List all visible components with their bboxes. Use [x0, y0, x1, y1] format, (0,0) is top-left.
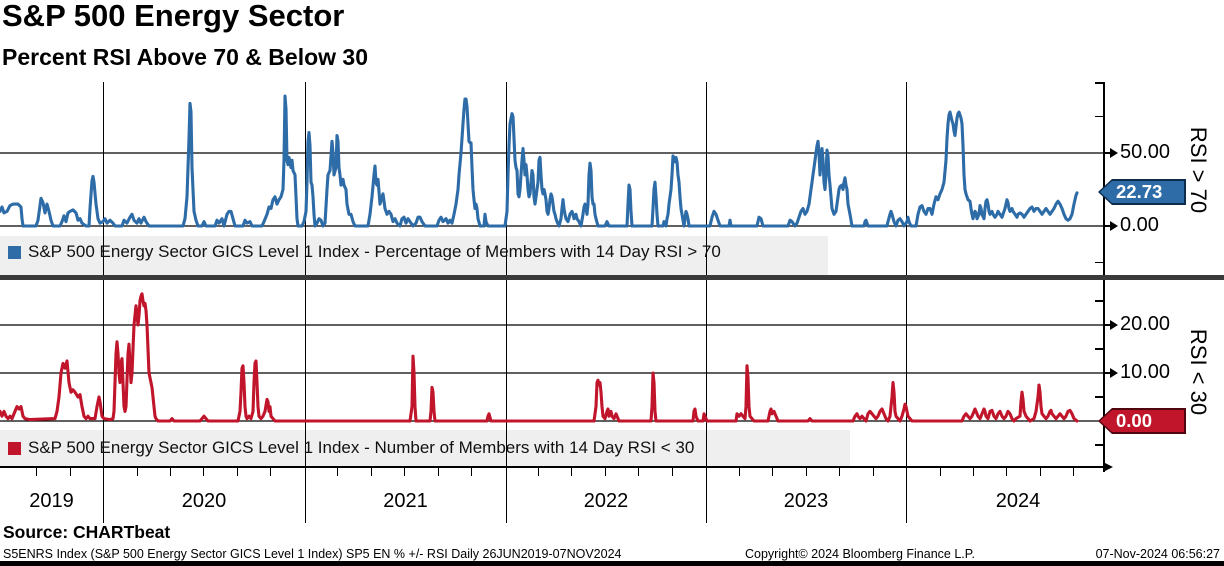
x-year-tick [103, 468, 104, 523]
page-subtitle: Percent RSI Above 70 & Below 30 [2, 44, 369, 70]
v-gridline [305, 82, 306, 275]
x-minor-tick [604, 468, 606, 476]
bottom-legend-background [0, 430, 850, 467]
y-tick-arrow-icon [1110, 221, 1118, 231]
x-minor-tick [370, 468, 372, 476]
x-minor-tick [337, 468, 339, 476]
x-minor-tick [404, 468, 406, 476]
rsi-above-70-plot [0, 94, 1103, 228]
x-year-tick [706, 468, 707, 523]
rsi-above-70-line [0, 94, 1079, 228]
x-minor-tick [973, 468, 974, 476]
top-legend: S&P 500 Energy Sector GICS Level 1 Index… [0, 238, 721, 266]
x-year-tick [305, 468, 306, 523]
y-tick-label: 20.00 [1120, 313, 1171, 335]
top-axis-title: RSI > 70 [1186, 126, 1211, 214]
top-legend-background [0, 236, 828, 275]
x-year-tick [506, 468, 507, 523]
x-minor-tick [738, 468, 740, 476]
x-minor-tick [839, 468, 841, 476]
rsi-below-30-line [0, 292, 1079, 423]
x-minor-tick [1039, 468, 1041, 476]
source-line: Source: CHARTbeat [3, 522, 171, 542]
y-tick [1103, 324, 1112, 326]
x-axis-year-label: 2024 [995, 490, 1041, 512]
x-minor-tick [270, 468, 272, 476]
y-tick [1103, 225, 1112, 227]
x-minor-tick [772, 468, 774, 476]
y-minor-tick [1095, 115, 1103, 118]
footer-timestamp: 07-Nov-2024 06:56:27 [1095, 547, 1220, 561]
y-tick-label: 10.00 [1120, 361, 1171, 383]
bottom-black-bar [0, 561, 1224, 566]
v-gridline [103, 82, 104, 275]
y-tick [1103, 152, 1112, 154]
page-title: S&P 500 Energy Sector [2, 0, 345, 33]
x-minor-tick [437, 468, 439, 476]
x-axis-line [0, 466, 1103, 468]
last-value-top: 22.73 [1116, 181, 1163, 202]
y-minor-tick [1095, 444, 1103, 446]
last-value-bottom: 0.00 [1116, 410, 1153, 431]
rsi-below-30-plot [0, 292, 1103, 423]
blue-series-swatch-icon [8, 245, 21, 259]
x-minor-tick [1006, 468, 1008, 476]
x-minor-tick [671, 468, 673, 476]
bottom-legend: S&P 500 Energy Sector GICS Level 1 Index… [0, 434, 694, 462]
top-axis-cap-tick [1095, 82, 1105, 84]
x-minor-tick [939, 468, 941, 476]
footer-ticker-info: S5ENRS Index (S&P 500 Energy Sector GICS… [3, 547, 622, 561]
x-minor-tick [1073, 468, 1075, 476]
x-axis-year-label: 2022 [583, 490, 629, 512]
y-tick [1103, 372, 1112, 374]
y-tick-label: 50.00 [1120, 141, 1171, 163]
y-tick-arrow-icon [1110, 148, 1118, 158]
x-minor-tick [169, 468, 171, 476]
x-minor-tick [638, 468, 640, 476]
x-minor-tick [872, 468, 874, 476]
y-minor-tick [1095, 396, 1103, 398]
y-tick-arrow-icon [1110, 320, 1118, 330]
x-minor-tick [538, 468, 539, 476]
y-minor-tick [1095, 261, 1103, 264]
x-axis-year-label: 2023 [783, 490, 829, 512]
bottom-axis-title: RSI < 30 [1186, 328, 1211, 416]
x-year-tick [906, 468, 907, 523]
bottom-legend-label: S&P 500 Energy Sector GICS Level 1 Index… [28, 438, 695, 457]
y-tick-arrow-icon [1110, 368, 1118, 378]
x-minor-tick [236, 468, 238, 476]
x-axis-arrow-icon [1103, 462, 1113, 472]
top-right-axis [1103, 83, 1105, 275]
v-gridline [706, 82, 707, 275]
x-minor-tick [69, 468, 71, 476]
x-minor-tick [471, 468, 473, 476]
y-minor-tick [1095, 348, 1103, 350]
footer-copyright: Copyright© 2024 Bloomberg Finance L.P. [745, 547, 975, 561]
x-minor-tick [136, 468, 138, 476]
last-value-badge-bottom: 0.00 [1098, 408, 1186, 434]
top-legend-label: S&P 500 Energy Sector GICS Level 1 Index… [28, 242, 721, 261]
x-minor-tick [805, 468, 807, 476]
y-tick-label: 0.00 [1120, 214, 1159, 236]
v-gridline [906, 82, 907, 275]
x-axis-year-label: 2020 [181, 490, 227, 512]
x-minor-tick [36, 468, 38, 476]
x-minor-tick [571, 468, 573, 476]
x-axis-year-label: 2019 [29, 490, 74, 512]
x-axis-year-label: 2021 [383, 490, 428, 512]
red-series-swatch-icon [8, 441, 21, 455]
y-minor-tick [1095, 300, 1103, 302]
bottom-right-axis [1103, 280, 1105, 472]
x-minor-tick [203, 468, 205, 476]
last-value-badge-top: 22.73 [1098, 179, 1186, 205]
panel-separator [0, 275, 1224, 280]
